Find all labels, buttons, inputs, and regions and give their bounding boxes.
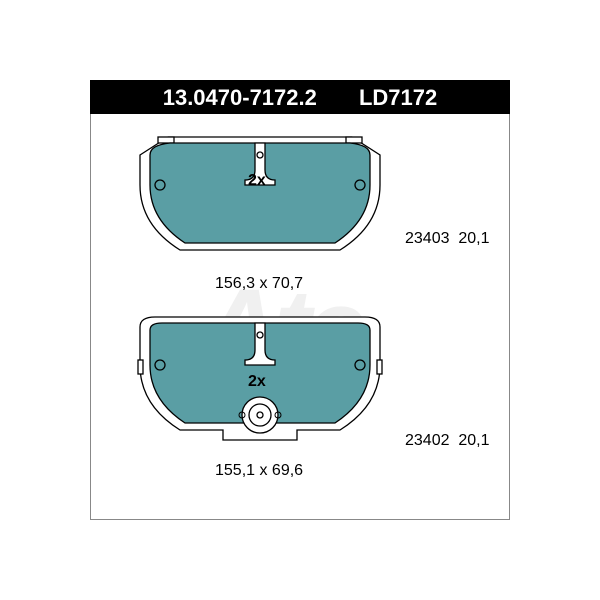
hub-outer — [242, 397, 278, 433]
qty-label-top: 2x — [248, 172, 266, 190]
dim-label-bottom: 155,1 x 69,6 — [215, 462, 303, 480]
edge-notch — [158, 137, 174, 143]
side-code-bottom: 23402 20,1 — [405, 432, 490, 450]
edge-notch — [346, 137, 362, 143]
drawings-layer: 2x 156,3 x 70,7 23403 20,1 2x 155,1 x 69,6 23… — [0, 0, 600, 600]
side-code-top: 23403 20,1 — [405, 230, 490, 248]
side-tab — [377, 360, 382, 374]
dim-label-top: 156,3 x 70,7 — [215, 275, 303, 293]
qty-label-bottom: 2x — [248, 373, 266, 391]
side-tab — [138, 360, 143, 374]
brake-pad-top — [130, 125, 390, 265]
